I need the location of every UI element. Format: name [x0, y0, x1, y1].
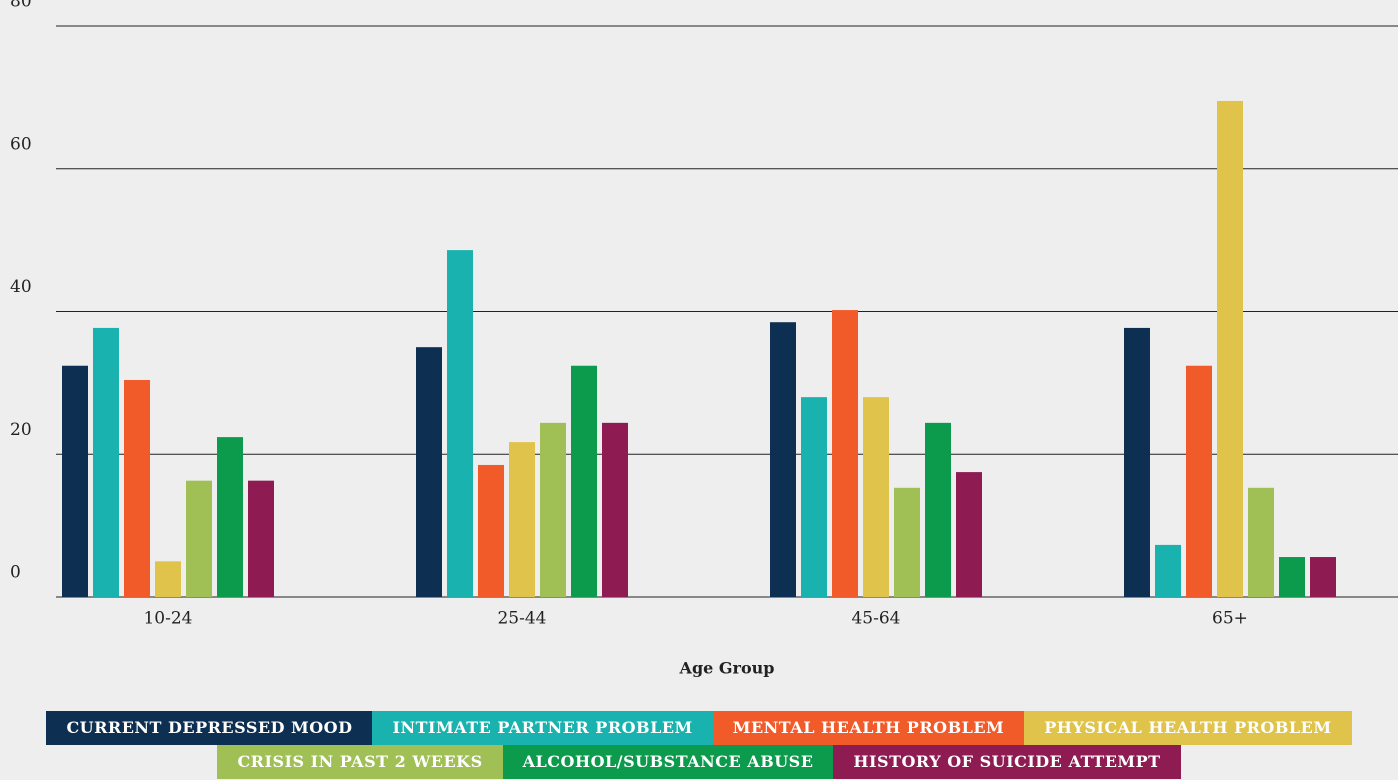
legend-item: CURRENT DEPRESSED MOOD [46, 711, 373, 745]
bar [93, 327, 119, 597]
x-tick-label: 10-24 [143, 609, 192, 629]
bar [770, 322, 796, 597]
y-tick-label: 0 [10, 563, 21, 583]
bar [1279, 557, 1305, 597]
bar [509, 442, 535, 597]
bar [801, 397, 827, 597]
x-tick-label: 65+ [1212, 609, 1248, 629]
y-tick-label: 80 [10, 0, 32, 12]
bar [416, 347, 442, 597]
legend: CURRENT DEPRESSED MOOD INTIMATE PARTNER P… [0, 711, 1398, 779]
bar [155, 561, 181, 597]
bar [447, 250, 473, 597]
bar [1248, 487, 1274, 597]
bar [1155, 544, 1181, 597]
bar [956, 472, 982, 597]
legend-item: ALCOHOL/SUBSTANCE ABUSE [502, 745, 834, 779]
legend-item: CRISIS IN PAST 2 WEEKS [217, 745, 503, 779]
bar [1124, 327, 1150, 597]
bar [832, 310, 858, 597]
bar [1310, 557, 1336, 597]
bar [540, 422, 566, 597]
legend-row: CURRENT DEPRESSED MOOD INTIMATE PARTNER P… [0, 711, 1398, 745]
x-axis-label: Age Group [679, 659, 775, 678]
legend-item: MENTAL HEALTH PROBLEM [712, 711, 1025, 745]
y-tick-label: 60 [10, 134, 32, 154]
bar [62, 365, 88, 597]
bar [1217, 100, 1243, 597]
legend-item: HISTORY OF SUICIDE ATTEMPT [833, 745, 1181, 779]
chart: Age Group 0 20 40 60 80 10-24 25-44 45-64 65+ [10, 0, 1398, 678]
legend-row: CRISIS IN PAST 2 WEEKS ALCOHOL/SUBSTANCE … [0, 745, 1398, 779]
bar [248, 480, 274, 597]
y-tick-label: 40 [10, 277, 32, 297]
bar [478, 464, 504, 597]
bar [863, 397, 889, 597]
bar [217, 437, 243, 597]
y-tick-label: 20 [10, 420, 32, 440]
bar [186, 480, 212, 597]
legend-item: INTIMATE PARTNER PROBLEM [372, 711, 713, 745]
x-tick-label: 45-64 [851, 609, 900, 629]
legend-item: PHYSICAL HEALTH PROBLEM [1024, 711, 1352, 745]
x-tick-label: 25-44 [497, 609, 546, 629]
bar [925, 422, 951, 597]
bar [124, 380, 150, 597]
bar [894, 487, 920, 597]
bar [602, 422, 628, 597]
bar [1186, 365, 1212, 597]
bar [571, 365, 597, 597]
